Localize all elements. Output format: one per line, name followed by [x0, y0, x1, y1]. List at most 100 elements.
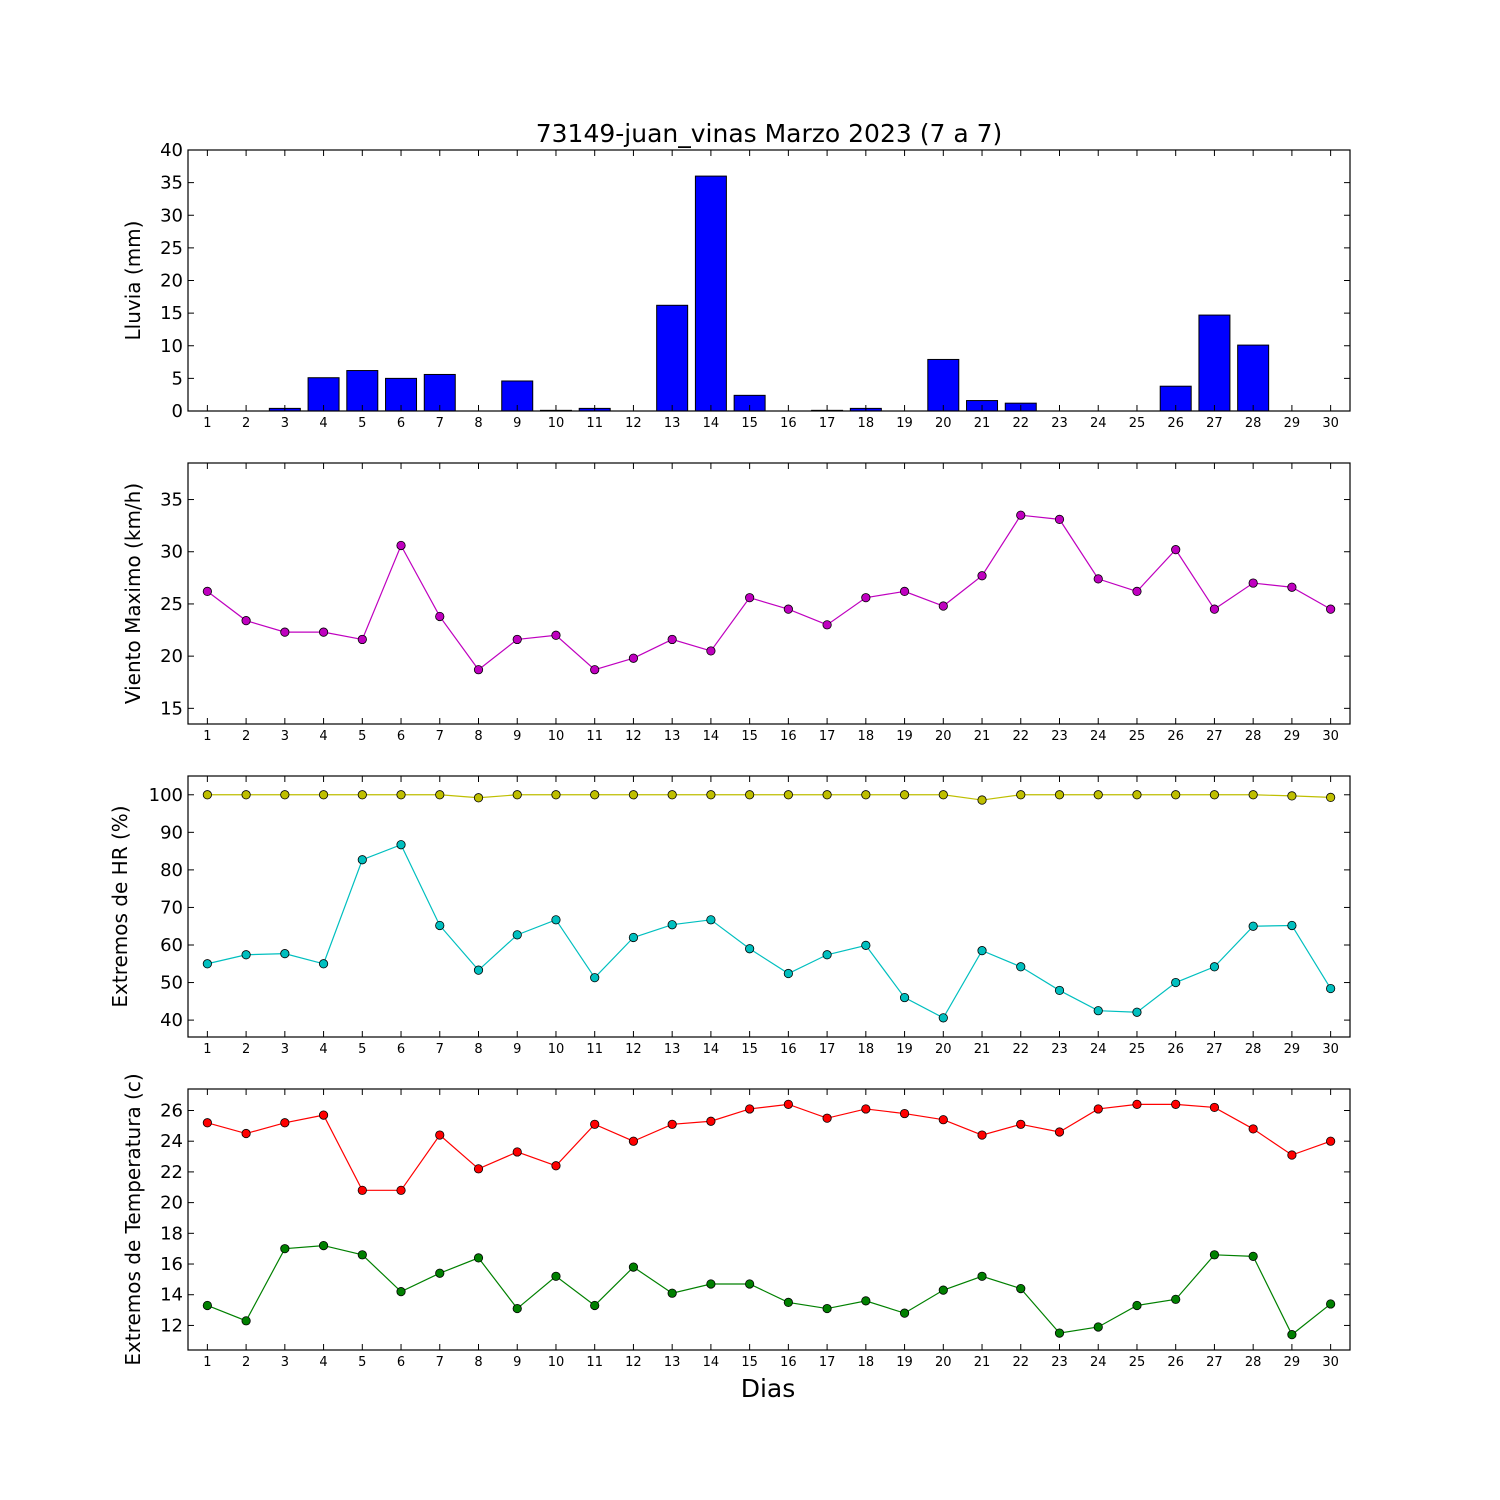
data-point	[280, 627, 290, 637]
x-tick-label: 8	[474, 416, 482, 431]
y-axis-label: Extremos de HR (%)	[108, 805, 132, 1007]
y-tick-label: 70	[160, 897, 183, 918]
x-tick-label: 6	[397, 1042, 405, 1057]
data-point	[706, 1279, 716, 1289]
x-tick-label: 7	[436, 416, 444, 431]
x-tick-label: 2	[242, 416, 250, 431]
data-point	[861, 940, 871, 950]
bar	[656, 304, 689, 412]
bar	[307, 377, 340, 412]
data-point	[473, 965, 484, 975]
x-tick-label: 11	[586, 416, 603, 431]
x-tick-label: 27	[1206, 729, 1223, 744]
data-point	[435, 1268, 445, 1278]
x-tick-label: 5	[358, 1355, 366, 1370]
data-point	[1326, 1136, 1336, 1146]
data-point	[783, 604, 793, 614]
x-tick-label: 5	[358, 729, 366, 744]
data-point	[977, 795, 987, 805]
x-tick-label: 2	[242, 1355, 250, 1370]
data-point	[1171, 790, 1181, 800]
data-point	[551, 1271, 561, 1281]
data-point	[745, 1279, 755, 1289]
data-point	[1132, 1099, 1142, 1109]
x-tick-label: 25	[1129, 729, 1146, 744]
y-tick-label: 12	[160, 1315, 183, 1336]
x-tick-label: 19	[896, 729, 913, 744]
x-tick-label: 30	[1322, 1042, 1339, 1057]
y-axis-label: Extremos de Temperatura (c)	[121, 1073, 145, 1365]
series-1	[202, 510, 1336, 675]
data-point	[512, 790, 522, 800]
data-point	[1054, 985, 1065, 996]
x-tick-label: 8	[474, 729, 482, 744]
x-tick-label: 5	[358, 1042, 366, 1057]
data-point	[667, 1288, 677, 1298]
data-point	[1287, 582, 1297, 592]
data-point	[706, 646, 716, 656]
x-tick-label: 3	[281, 416, 289, 431]
data-point	[1248, 1124, 1258, 1134]
bar	[927, 358, 960, 412]
y-tick-label: 40	[160, 140, 183, 161]
x-tick-label: 16	[780, 1355, 797, 1370]
x-tick-label: 22	[1012, 729, 1029, 744]
data-point	[667, 1119, 677, 1129]
series-2	[202, 840, 1336, 1023]
data-point	[1054, 514, 1065, 524]
series-2	[202, 1241, 1336, 1340]
x-tick-label: 1	[203, 1355, 211, 1370]
data-point	[1326, 1299, 1336, 1309]
data-point	[202, 586, 212, 597]
data-point	[280, 1244, 290, 1254]
data-point	[1326, 792, 1336, 803]
data-point	[745, 1104, 755, 1114]
x-tick-label: 14	[703, 1355, 720, 1370]
y-tick-label: 22	[160, 1162, 183, 1183]
data-point	[435, 1130, 445, 1140]
x-tick-label: 15	[741, 1042, 758, 1057]
data-point	[861, 790, 871, 800]
x-tick-label: 26	[1167, 729, 1184, 744]
data-point	[899, 586, 910, 597]
x-tick-label: 29	[1284, 416, 1301, 431]
data-point	[473, 665, 484, 675]
data-point	[551, 1161, 561, 1171]
data-point	[357, 855, 367, 865]
data-point	[357, 1185, 367, 1195]
y-tick-label: 5	[172, 368, 183, 389]
x-tick-label: 23	[1051, 1042, 1068, 1057]
data-point	[1054, 790, 1065, 800]
data-point	[1287, 1330, 1297, 1340]
data-point	[1093, 1104, 1103, 1114]
x-tick-label: 28	[1245, 729, 1262, 744]
x-tick-label: 19	[896, 416, 913, 431]
x-tick-label: 14	[703, 416, 720, 431]
data-point	[822, 620, 832, 630]
x-tick-label: 28	[1245, 1042, 1262, 1057]
data-point	[357, 790, 367, 800]
data-point	[202, 1118, 212, 1128]
bar	[1198, 314, 1231, 412]
data-point	[938, 1285, 948, 1295]
data-point	[551, 915, 561, 925]
y-tick-label: 16	[160, 1254, 183, 1275]
y-tick-label: 50	[160, 973, 183, 994]
data-point	[202, 959, 212, 969]
data-point	[357, 1250, 367, 1260]
data-point	[318, 627, 329, 637]
x-tick-label: 28	[1245, 1355, 1262, 1370]
x-axis-label: Dias	[741, 1374, 796, 1403]
x-tick-label: 29	[1284, 729, 1301, 744]
data-point	[512, 1303, 522, 1314]
data-point	[590, 665, 600, 675]
data-point	[1132, 1300, 1142, 1311]
x-tick-label: 13	[664, 729, 681, 744]
y-tick-label: 26	[160, 1100, 183, 1121]
data-point	[861, 1104, 871, 1114]
x-tick-label: 9	[513, 1042, 521, 1057]
y-tick-label: 80	[160, 860, 183, 881]
x-tick-label: 16	[780, 1042, 797, 1057]
data-point	[512, 1147, 522, 1157]
x-tick-label: 12	[625, 416, 642, 431]
